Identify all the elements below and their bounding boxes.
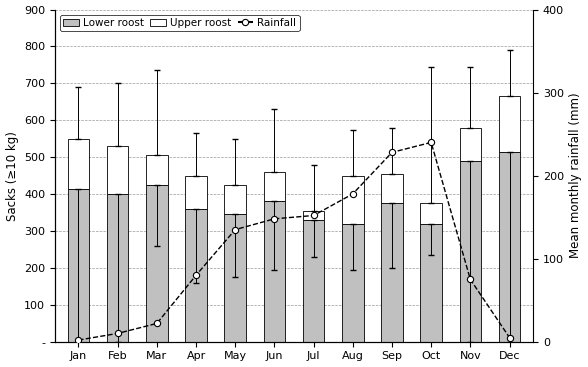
Bar (68, 139, 89, 189)
Bar (263, 201, 285, 342)
Bar (420, 224, 442, 342)
Bar (303, 211, 325, 220)
Rainfall (192, 273, 199, 277)
Bar (342, 176, 363, 224)
Rainfall (153, 321, 161, 326)
Rainfall (467, 277, 474, 281)
Bar (107, 146, 128, 194)
Bar (342, 224, 363, 342)
Y-axis label: Sacks (≥10 kg): Sacks (≥10 kg) (5, 131, 19, 221)
Bar (185, 209, 207, 342)
Bar (303, 220, 325, 342)
Rainfall (271, 217, 278, 221)
Bar (381, 174, 403, 203)
Bar (107, 194, 128, 342)
Y-axis label: Mean monthly rainfall (mm): Mean monthly rainfall (mm) (569, 93, 583, 258)
Legend: Lower roost, Upper roost, Rainfall: Lower roost, Upper roost, Rainfall (60, 15, 299, 31)
Bar (263, 172, 285, 201)
Bar (225, 185, 246, 214)
Bar (146, 155, 168, 185)
Rainfall (349, 192, 356, 196)
Rainfall (75, 338, 82, 342)
Rainfall (310, 213, 317, 218)
Bar (499, 152, 520, 342)
Line: Rainfall: Rainfall (75, 139, 513, 343)
Rainfall (389, 150, 396, 155)
Bar (381, 203, 403, 342)
Bar (460, 128, 481, 161)
Bar (420, 203, 442, 224)
Rainfall (427, 140, 435, 145)
Bar (225, 214, 246, 342)
Rainfall (232, 228, 239, 232)
Bar (146, 185, 168, 342)
Rainfall (114, 331, 121, 335)
Bar (185, 177, 207, 209)
Rainfall (506, 335, 513, 340)
Bar (499, 96, 520, 152)
Bar (460, 161, 481, 342)
Bar (68, 189, 89, 342)
